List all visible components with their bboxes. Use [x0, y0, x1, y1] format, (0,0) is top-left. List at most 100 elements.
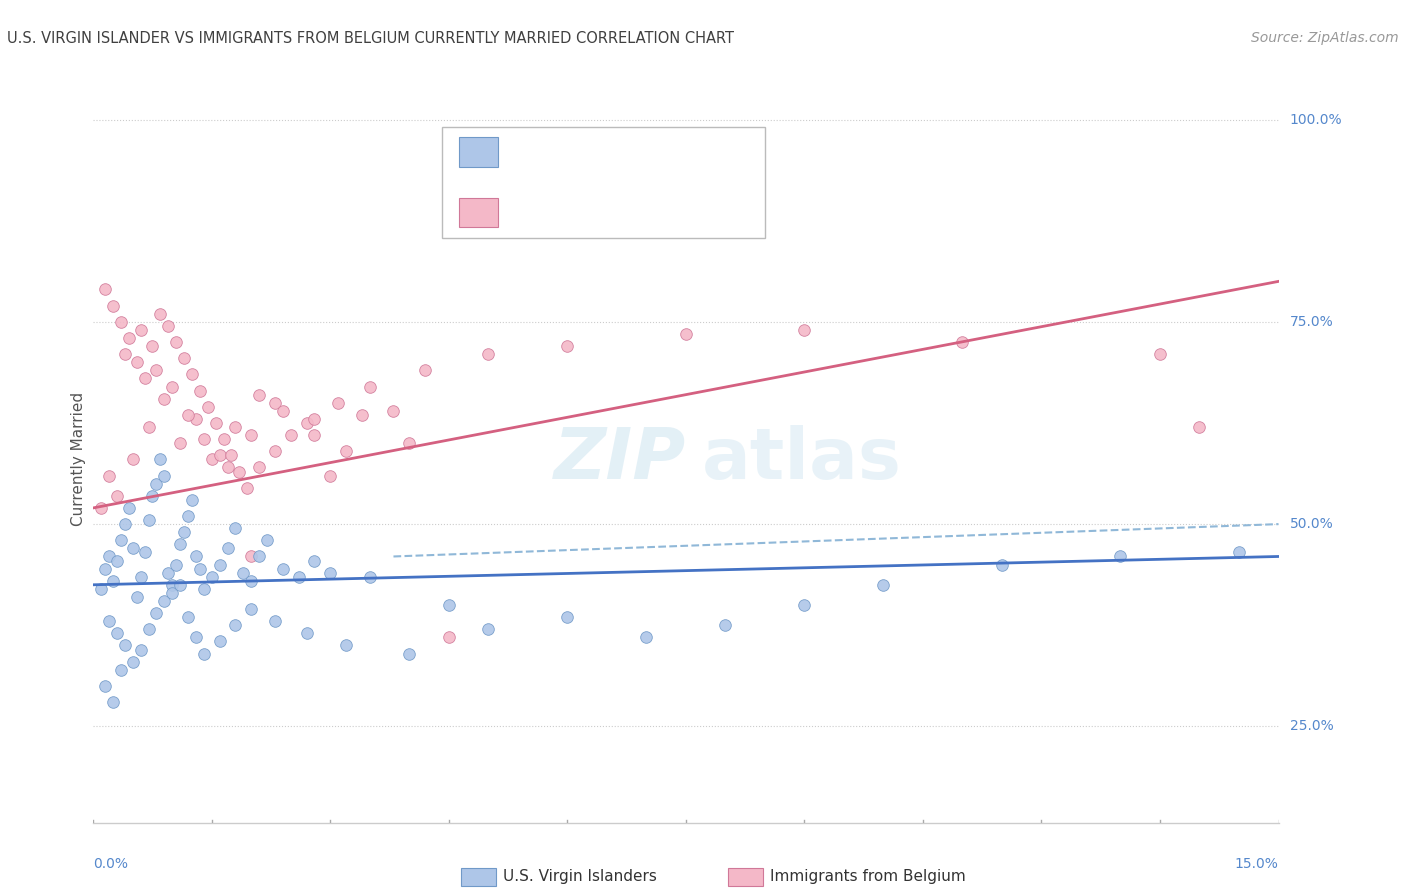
- Point: [177, 408, 200, 422]
- Point: [208, 634, 231, 648]
- Point: [413, 363, 436, 377]
- Point: [398, 647, 420, 661]
- Point: [240, 549, 263, 564]
- Point: [94, 561, 117, 575]
- Point: [114, 517, 136, 532]
- Text: Immigrants from Belgium: Immigrants from Belgium: [770, 870, 966, 885]
- Text: ZIP: ZIP: [554, 425, 686, 494]
- Point: [138, 622, 160, 636]
- Point: [212, 432, 235, 446]
- Point: [714, 618, 737, 632]
- Point: [319, 468, 342, 483]
- Text: 50.0%: 50.0%: [1289, 517, 1333, 531]
- Point: [197, 400, 219, 414]
- Point: [181, 368, 204, 382]
- Point: [224, 521, 246, 535]
- Point: [105, 553, 128, 567]
- Point: [555, 610, 578, 624]
- Point: [287, 570, 309, 584]
- Point: [295, 416, 318, 430]
- Point: [101, 574, 124, 588]
- Point: [184, 549, 207, 564]
- Point: [157, 318, 180, 333]
- Point: [304, 412, 326, 426]
- Point: [149, 452, 172, 467]
- Text: 0.0%: 0.0%: [93, 857, 128, 871]
- Point: [319, 566, 342, 580]
- Point: [153, 594, 176, 608]
- Point: [240, 602, 263, 616]
- Point: [134, 371, 156, 385]
- Point: [184, 631, 207, 645]
- Point: [1109, 549, 1132, 564]
- Point: [295, 626, 318, 640]
- Point: [114, 639, 136, 653]
- Point: [121, 452, 143, 467]
- Point: [125, 355, 148, 369]
- Point: [193, 647, 215, 661]
- Point: [328, 396, 350, 410]
- Point: [129, 323, 152, 337]
- Point: [94, 283, 117, 297]
- Point: [193, 432, 215, 446]
- Point: [169, 578, 191, 592]
- Point: [134, 545, 156, 559]
- Point: [280, 428, 302, 442]
- Point: [105, 489, 128, 503]
- Point: [437, 598, 460, 612]
- Point: [98, 468, 121, 483]
- Point: [204, 416, 226, 430]
- Point: [101, 299, 124, 313]
- Point: [555, 339, 578, 353]
- Point: [304, 553, 326, 567]
- Point: [271, 561, 294, 575]
- Point: [201, 570, 224, 584]
- Point: [477, 622, 499, 636]
- Y-axis label: Currently Married: Currently Married: [72, 392, 86, 526]
- Point: [221, 448, 243, 462]
- Point: [157, 566, 180, 580]
- Point: [125, 590, 148, 604]
- Text: R =  0.278  N = 64: R = 0.278 N = 64: [509, 203, 693, 222]
- Point: [101, 695, 124, 709]
- Point: [793, 323, 815, 337]
- Point: [224, 420, 246, 434]
- Point: [271, 404, 294, 418]
- Point: [118, 331, 141, 345]
- Point: [793, 598, 815, 612]
- Point: [264, 396, 287, 410]
- Point: [675, 326, 697, 341]
- Point: [398, 436, 420, 450]
- Text: 25.0%: 25.0%: [1289, 719, 1333, 733]
- Point: [1227, 545, 1250, 559]
- Point: [228, 465, 250, 479]
- Text: atlas: atlas: [702, 425, 901, 494]
- Point: [141, 339, 163, 353]
- Point: [1188, 420, 1211, 434]
- Point: [173, 351, 195, 366]
- Point: [94, 679, 117, 693]
- Point: [335, 639, 357, 653]
- Point: [145, 363, 167, 377]
- Point: [208, 558, 231, 572]
- Text: 15.0%: 15.0%: [1234, 857, 1278, 871]
- Point: [872, 578, 894, 592]
- Point: [247, 549, 270, 564]
- Point: [437, 631, 460, 645]
- Text: 75.0%: 75.0%: [1289, 315, 1333, 329]
- Point: [90, 582, 112, 596]
- Text: R = 0.048  N = 73: R = 0.048 N = 73: [509, 143, 688, 161]
- Point: [224, 618, 246, 632]
- Point: [121, 541, 143, 556]
- Point: [110, 315, 132, 329]
- Point: [240, 574, 263, 588]
- Point: [138, 513, 160, 527]
- Point: [90, 500, 112, 515]
- Point: [138, 420, 160, 434]
- Point: [247, 387, 270, 401]
- Point: [98, 549, 121, 564]
- Point: [335, 444, 357, 458]
- Point: [952, 334, 974, 349]
- Point: [240, 428, 263, 442]
- Point: [165, 334, 187, 349]
